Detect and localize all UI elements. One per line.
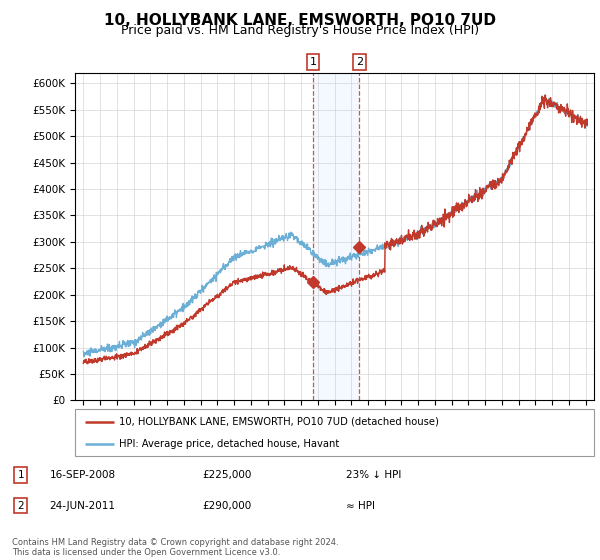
Bar <box>313 73 359 400</box>
Text: £225,000: £225,000 <box>202 470 251 480</box>
Text: ≈ HPI: ≈ HPI <box>346 501 375 511</box>
Text: 24-JUN-2011: 24-JUN-2011 <box>49 501 115 511</box>
Text: Price paid vs. HM Land Registry's House Price Index (HPI): Price paid vs. HM Land Registry's House … <box>121 24 479 37</box>
Text: £290,000: £290,000 <box>202 501 251 511</box>
Text: 23% ↓ HPI: 23% ↓ HPI <box>346 470 401 480</box>
Text: Contains HM Land Registry data © Crown copyright and database right 2024.
This d: Contains HM Land Registry data © Crown c… <box>12 538 338 557</box>
Text: 1: 1 <box>310 57 316 67</box>
Text: 2: 2 <box>17 501 24 511</box>
Text: 1: 1 <box>17 470 24 480</box>
FancyBboxPatch shape <box>75 409 594 456</box>
Text: 10, HOLLYBANK LANE, EMSWORTH, PO10 7UD (detached house): 10, HOLLYBANK LANE, EMSWORTH, PO10 7UD (… <box>119 417 439 427</box>
Text: 10, HOLLYBANK LANE, EMSWORTH, PO10 7UD: 10, HOLLYBANK LANE, EMSWORTH, PO10 7UD <box>104 13 496 28</box>
Text: 2: 2 <box>356 57 363 67</box>
Text: HPI: Average price, detached house, Havant: HPI: Average price, detached house, Hava… <box>119 438 340 449</box>
Text: 16-SEP-2008: 16-SEP-2008 <box>49 470 116 480</box>
